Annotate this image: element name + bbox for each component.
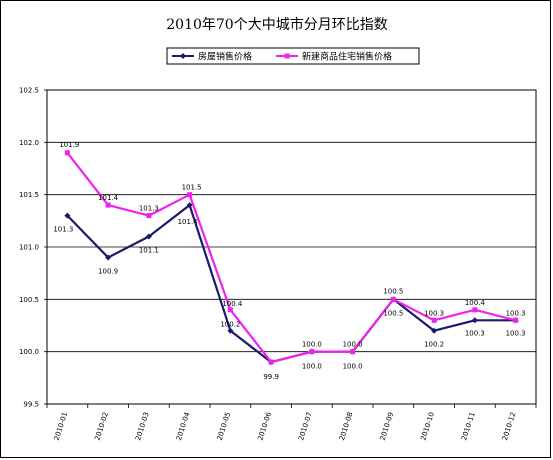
y-tick-label: 100.5	[19, 296, 39, 304]
x-tick-label: 2010-06	[256, 411, 273, 442]
y-tick-label: 99.5	[23, 401, 39, 409]
legend-label-1: 新建商品住宅销售价格	[302, 51, 392, 63]
series-0-point	[145, 233, 152, 240]
series-1-point	[431, 317, 437, 323]
data-label: 100.4	[465, 299, 486, 307]
x-tick-label: 2010-08	[338, 411, 355, 441]
data-label: 99.9	[263, 373, 279, 381]
y-tick-label: 102.0	[19, 139, 39, 147]
series-line-1	[66, 152, 516, 364]
data-label: 101.4	[178, 218, 199, 226]
series-1-point	[227, 307, 233, 313]
legend-marker-1	[284, 53, 290, 59]
data-label: 100.5	[383, 287, 403, 295]
series-0-point	[431, 327, 438, 334]
data-label: 101.5	[182, 184, 202, 192]
data-label: 100.0	[343, 341, 363, 349]
x-tick-label: 2010-11	[460, 411, 477, 441]
x-tick-label: 2010-02	[93, 411, 110, 441]
data-label: 101.3	[139, 205, 159, 213]
data-label: 101.1	[139, 247, 159, 255]
x-tick-label: 2010-05	[216, 411, 233, 441]
series-1-point	[309, 349, 315, 355]
data-label: 100.0	[302, 363, 322, 371]
x-tick-label: 2010-12	[501, 411, 518, 441]
series-1-point	[64, 150, 70, 156]
data-label: 100.9	[98, 267, 118, 275]
series-1-point	[513, 317, 519, 323]
legend: 房屋销售价格 新建商品住宅销售价格	[166, 47, 420, 65]
data-label: 100.4	[222, 300, 243, 308]
y-tick-label: 101.0	[19, 244, 39, 252]
data-label: 100.3	[506, 329, 526, 337]
series-1-point	[146, 213, 152, 219]
x-tick-label: 2010-04	[175, 411, 192, 442]
series-1-point	[390, 296, 396, 302]
data-label: 100.3	[506, 309, 526, 317]
y-tick-label: 100.0	[19, 348, 39, 356]
data-label: 100.2	[220, 321, 240, 329]
data-label: 101.3	[53, 226, 73, 234]
series-0-point	[105, 254, 112, 261]
legend-marker-0	[180, 53, 186, 59]
x-tick-label: 2010-10	[419, 411, 436, 441]
series-0-point	[64, 212, 71, 219]
data-label: 100.3	[465, 329, 485, 337]
series-1-point	[472, 307, 478, 313]
data-label: 101.4	[98, 194, 119, 202]
series-0-point	[471, 317, 478, 324]
series-0-point	[186, 202, 193, 209]
series-1-point	[268, 359, 274, 365]
x-tick-label: 2010-03	[134, 411, 151, 441]
series-0-point	[227, 327, 234, 334]
x-tick-label: 2010-09	[379, 411, 396, 441]
plot-area: 102.5 102.0 101.5 101.0 100.5 100.0 99.5 2010-0…	[19, 87, 537, 442]
x-tick-label: 2010-07	[297, 411, 314, 441]
data-label: 100.5	[383, 309, 403, 317]
data-label: 100.0	[302, 341, 322, 349]
chart-title: 2010年70个大中城市分月环比指数	[166, 16, 387, 33]
data-label: 101.9	[59, 141, 79, 149]
data-label: 100.3	[424, 309, 444, 317]
series-1-point	[350, 349, 356, 355]
series-1-point	[187, 192, 193, 198]
x-tick-label: 2010-01	[53, 411, 70, 441]
data-label: 100.2	[424, 341, 444, 349]
y-tick-label: 101.5	[19, 191, 39, 199]
series-1-point	[105, 202, 111, 208]
y-tick-label: 102.5	[19, 87, 39, 95]
data-label: 100.0	[343, 363, 363, 371]
legend-label-0: 房屋销售价格	[198, 51, 252, 63]
